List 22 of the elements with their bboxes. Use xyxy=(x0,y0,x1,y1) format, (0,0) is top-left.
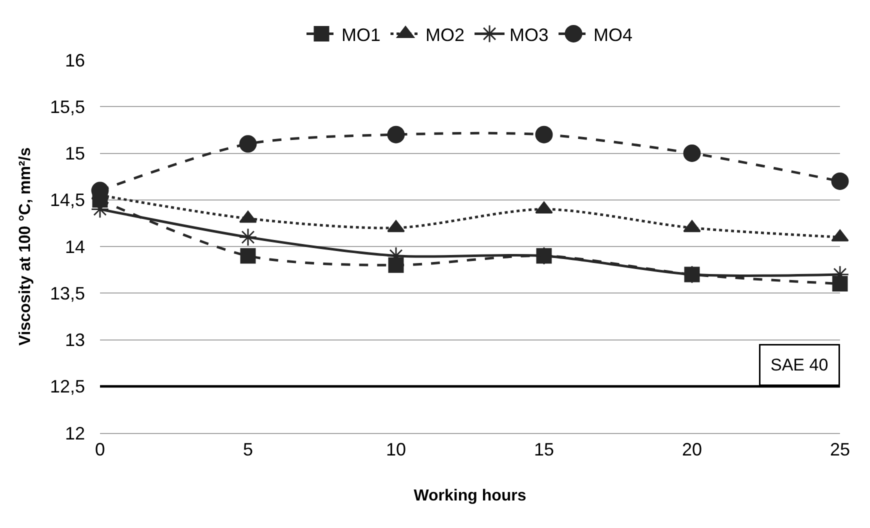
y-tick-label: 14 xyxy=(64,236,85,257)
y-tick-label: 15 xyxy=(64,144,85,164)
y-tick-label: 12,5 xyxy=(50,376,85,397)
legend-label: MO1 xyxy=(342,24,381,45)
ref-line-label: SAE 40 xyxy=(770,356,828,374)
y-tick-label: 12 xyxy=(64,423,85,444)
x-tick-label: 20 xyxy=(682,440,702,460)
y-tick-label: 13 xyxy=(64,330,85,350)
y-tick-label: 16 xyxy=(64,50,85,70)
x-tick-label: 10 xyxy=(386,440,406,460)
legend-label: MO3 xyxy=(510,24,549,45)
y-tick-label: 14,5 xyxy=(50,190,85,210)
x-tick-label: 5 xyxy=(242,440,254,460)
x-axis-title: Working hours xyxy=(414,487,526,504)
legend-label: MO2 xyxy=(426,24,465,45)
x-tick-label: 0 xyxy=(94,440,106,460)
y-tick-label: 15,5 xyxy=(50,96,85,117)
y-tick-label: 13,5 xyxy=(50,283,85,304)
y-axis-title: Viscosity at 100 °C, mm²/s xyxy=(16,147,34,346)
x-tick-label: 15 xyxy=(534,440,554,460)
x-tick-label: 25 xyxy=(830,440,850,460)
legend-label: MO4 xyxy=(594,24,633,45)
